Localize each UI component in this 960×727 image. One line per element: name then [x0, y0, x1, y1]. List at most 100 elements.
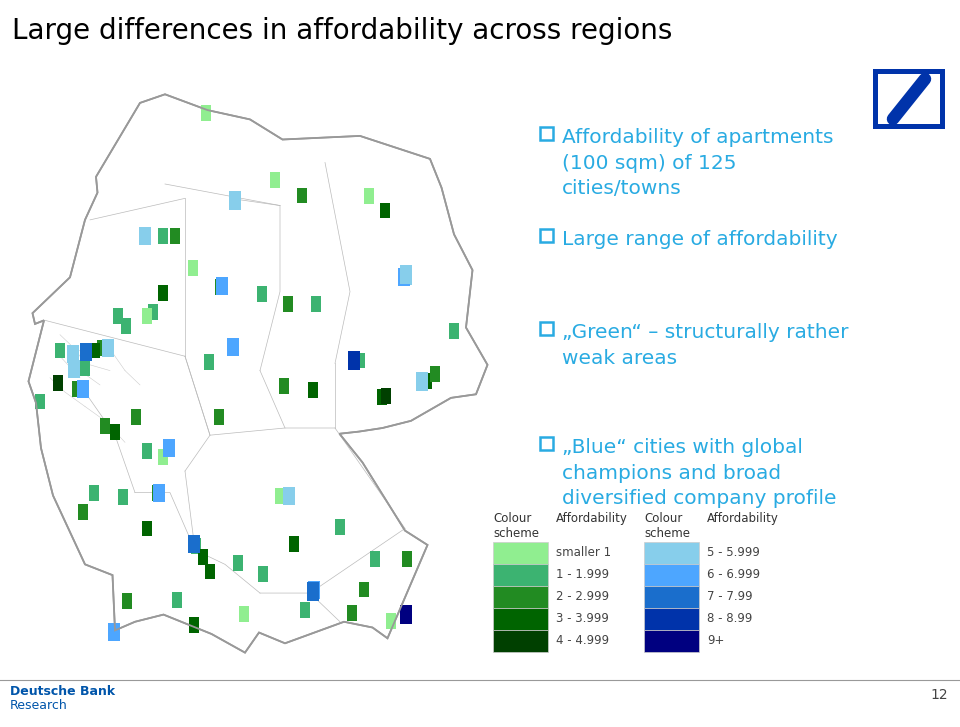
- Bar: [400, 606, 413, 624]
- Bar: [233, 555, 243, 571]
- Bar: [270, 172, 280, 188]
- Bar: [644, 564, 699, 586]
- Bar: [644, 608, 699, 630]
- Bar: [142, 443, 152, 459]
- Text: 8 - 8.99: 8 - 8.99: [707, 613, 753, 625]
- Text: Affordability: Affordability: [707, 512, 779, 525]
- Text: 6 - 6.999: 6 - 6.999: [707, 569, 760, 582]
- Bar: [215, 278, 225, 294]
- Bar: [157, 228, 167, 244]
- Bar: [215, 277, 228, 295]
- Bar: [402, 551, 413, 567]
- Bar: [204, 354, 213, 370]
- Bar: [878, 74, 940, 124]
- Bar: [158, 285, 168, 301]
- Bar: [217, 278, 227, 294]
- Bar: [300, 603, 310, 618]
- Bar: [348, 351, 360, 370]
- Bar: [493, 542, 548, 564]
- Bar: [108, 622, 121, 641]
- Bar: [142, 308, 152, 324]
- Bar: [644, 630, 699, 652]
- Bar: [283, 296, 293, 312]
- Bar: [228, 339, 238, 355]
- Bar: [289, 537, 299, 553]
- Text: Affordability of apartments
(100 sqm) of 125
cities/towns: Affordability of apartments (100 sqm) of…: [562, 128, 833, 198]
- Bar: [297, 188, 306, 204]
- Bar: [493, 564, 548, 586]
- Text: Colour
scheme: Colour scheme: [493, 512, 539, 540]
- Bar: [188, 535, 200, 553]
- Bar: [199, 549, 208, 565]
- Bar: [421, 374, 431, 389]
- Bar: [173, 593, 182, 608]
- Bar: [493, 630, 548, 652]
- Bar: [381, 388, 391, 404]
- Bar: [163, 439, 175, 457]
- Bar: [90, 342, 100, 358]
- Text: Colour
scheme: Colour scheme: [644, 512, 690, 540]
- Bar: [152, 486, 162, 501]
- Bar: [170, 228, 180, 244]
- Bar: [68, 361, 79, 377]
- Bar: [89, 485, 99, 500]
- Bar: [307, 382, 318, 398]
- Bar: [355, 353, 365, 369]
- Text: 4 - 4.999: 4 - 4.999: [556, 635, 610, 648]
- Bar: [229, 191, 241, 209]
- Bar: [68, 360, 80, 378]
- Text: Research: Research: [10, 699, 68, 712]
- Bar: [358, 582, 369, 598]
- Bar: [53, 375, 62, 390]
- Text: Large range of affordability: Large range of affordability: [562, 230, 838, 249]
- Bar: [118, 489, 129, 505]
- Bar: [69, 345, 79, 361]
- Bar: [348, 605, 357, 621]
- Bar: [35, 393, 45, 409]
- Bar: [227, 338, 239, 356]
- Bar: [279, 379, 289, 394]
- Bar: [121, 318, 131, 334]
- Bar: [386, 613, 396, 629]
- Polygon shape: [29, 95, 488, 653]
- Bar: [308, 581, 320, 599]
- Bar: [77, 380, 89, 398]
- Bar: [644, 542, 699, 564]
- Bar: [189, 537, 199, 553]
- Text: Large differences in affordability across regions: Large differences in affordability acros…: [12, 17, 672, 45]
- Bar: [307, 582, 319, 601]
- Bar: [275, 489, 284, 504]
- Bar: [201, 105, 211, 121]
- Text: „Blue“ cities with global
champions and broad
diversified company profile: „Blue“ cities with global champions and …: [562, 438, 836, 508]
- Bar: [398, 268, 410, 286]
- Bar: [66, 345, 79, 364]
- Bar: [139, 227, 151, 245]
- Bar: [540, 127, 553, 140]
- Bar: [644, 586, 699, 608]
- Bar: [376, 389, 387, 405]
- Text: 2 - 2.999: 2 - 2.999: [556, 590, 610, 603]
- Bar: [349, 352, 359, 368]
- Bar: [239, 606, 249, 622]
- Text: 12: 12: [930, 688, 948, 702]
- Bar: [364, 188, 374, 204]
- Bar: [257, 566, 268, 582]
- Bar: [540, 437, 553, 450]
- Text: 9+: 9+: [707, 635, 725, 648]
- Bar: [189, 616, 199, 632]
- Bar: [98, 340, 108, 356]
- Bar: [123, 593, 132, 609]
- Bar: [873, 69, 945, 129]
- Bar: [214, 409, 224, 425]
- Bar: [335, 519, 345, 535]
- Bar: [191, 539, 201, 555]
- Bar: [257, 286, 267, 302]
- Bar: [230, 193, 240, 209]
- Bar: [110, 424, 120, 440]
- Bar: [229, 194, 239, 210]
- Bar: [205, 563, 215, 579]
- Bar: [399, 267, 412, 285]
- Bar: [493, 608, 548, 630]
- Bar: [309, 582, 319, 598]
- Bar: [80, 342, 92, 361]
